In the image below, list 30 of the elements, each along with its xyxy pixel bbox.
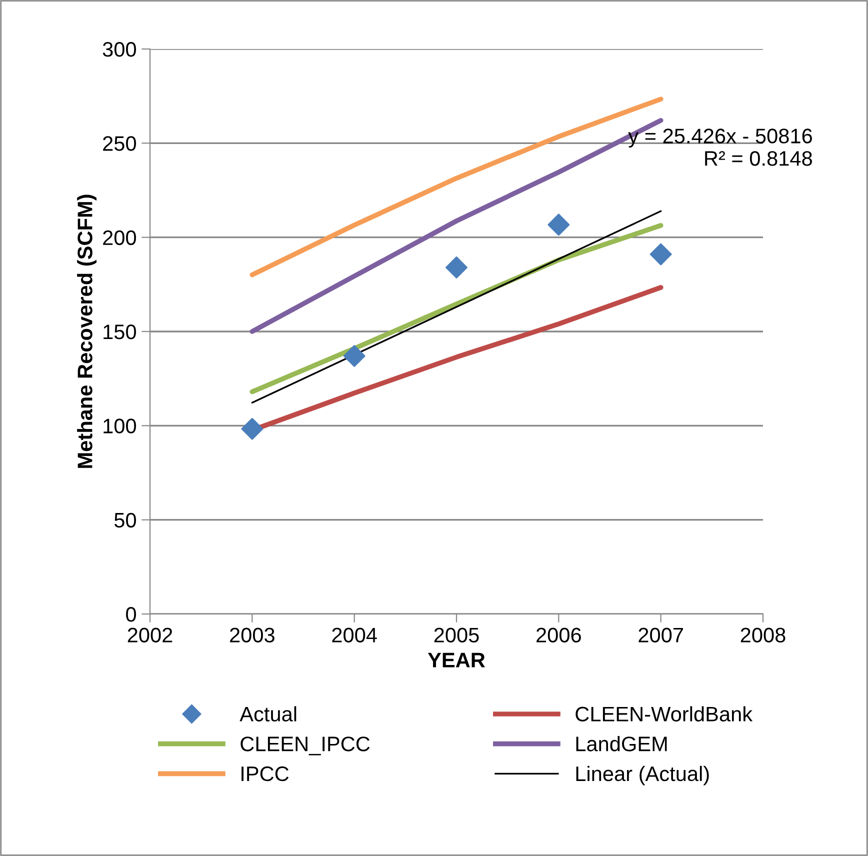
x-tick-label: 2005 xyxy=(434,628,479,642)
legend-label: CLEEN_IPCC xyxy=(240,736,370,756)
line-series xyxy=(250,96,664,278)
x-tick-label: 2004 xyxy=(332,628,377,642)
x-tick-label: 2006 xyxy=(536,628,581,642)
x-tick-label: 2007 xyxy=(638,628,683,642)
y-tick-label: 200 xyxy=(103,230,136,246)
x-tick-label: 2002 xyxy=(128,628,172,642)
y-tick-label: 150 xyxy=(104,324,136,340)
legend-label: CLEEN-WorldBank xyxy=(576,706,753,722)
point xyxy=(548,214,570,236)
x-tick-label: 2008 xyxy=(740,628,786,642)
y-tick-label: 50 xyxy=(114,512,136,528)
point xyxy=(446,256,468,278)
point xyxy=(650,243,672,266)
x-tick-label: 2003 xyxy=(230,628,274,642)
x-axis-title: YEAR xyxy=(428,652,486,668)
legend-label: LandGEM xyxy=(576,736,667,752)
annotation: y = 25.426x - 50816 R² = 0.8148 xyxy=(628,128,812,166)
y-axis-title: Methane Recovered (SCFM) xyxy=(77,194,96,468)
legend-label: Linear (Actual) xyxy=(576,766,709,786)
point xyxy=(241,418,264,440)
y-tick-label: 300 xyxy=(102,42,136,57)
y-tick-label: 0 xyxy=(126,607,136,622)
line-series xyxy=(250,118,664,334)
y-tick-label: 100 xyxy=(104,418,136,434)
y-tick-label: 250 xyxy=(103,136,136,151)
point xyxy=(343,344,366,367)
legend-label: IPCC xyxy=(242,766,289,782)
legend-label: Actual xyxy=(240,706,296,722)
